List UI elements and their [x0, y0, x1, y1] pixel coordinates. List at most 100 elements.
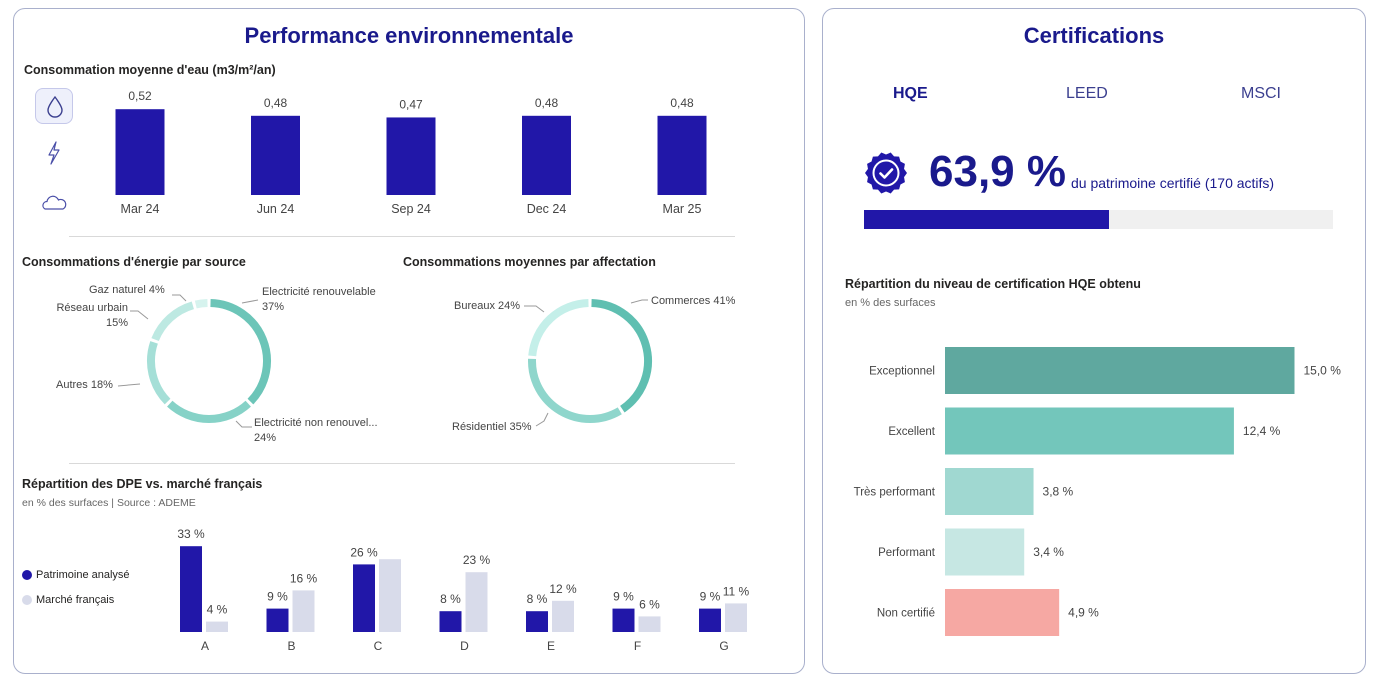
dpe-category-label: A	[201, 639, 209, 653]
affectation-slice-résidentiel[interactable]	[528, 358, 622, 423]
energy-donut-chart	[147, 299, 271, 423]
water-value-label: 0,48	[670, 96, 694, 110]
legend-item-marche: Marché français	[22, 593, 130, 607]
water-bar-mar-24[interactable]	[115, 109, 165, 195]
water-category-label: Sep 24	[391, 202, 431, 216]
dpe-bar-f-patrimoine[interactable]	[612, 608, 635, 632]
hqe-value-label: 3,8 %	[1043, 485, 1074, 499]
dpe-chart-title: Répartition des DPE vs. marché français	[22, 477, 263, 491]
water-category-label: Dec 24	[527, 202, 567, 216]
dpe-bar-c-patrimoine[interactable]	[353, 564, 375, 632]
dpe-bar-g-marche[interactable]	[725, 603, 747, 632]
dpe-bar-a-patrimoine[interactable]	[180, 546, 202, 632]
hqe-category-label: Performant	[878, 547, 936, 559]
affectation-donut-chart	[528, 299, 652, 423]
legend-swatch-marche	[22, 595, 32, 605]
dpe-value-label: 4 %	[207, 603, 228, 617]
label-reseau: Réseau urbain 15%	[56, 302, 128, 329]
dpe-category-label: B	[287, 639, 295, 653]
water-value-label: 0,48	[535, 96, 559, 110]
affectation-slice-commerces[interactable]	[591, 299, 652, 413]
water-category-label: Mar 24	[121, 202, 160, 216]
water-bar-chart: 0,52 Mar 24 0,48 Jun 24 0,47 Sep 24 0,48 Dec 24…	[115, 89, 707, 216]
hqe-bar-très-performant[interactable]	[945, 468, 1034, 515]
dpe-value-label: 12 %	[549, 582, 577, 596]
water-bar-mar-25[interactable]	[657, 115, 707, 195]
divider-2	[69, 463, 735, 464]
dpe-value-label: 23 %	[463, 553, 491, 567]
dpe-bar-d-patrimoine[interactable]	[439, 611, 462, 632]
dpe-value-label: 8 %	[440, 592, 461, 606]
certified-description: du patrimoine certifié (170 actifs)	[1071, 175, 1275, 191]
label-commerces: Commerces 41%	[651, 295, 736, 307]
water-value-label: 0,52	[128, 89, 152, 103]
dpe-bar-e-patrimoine[interactable]	[526, 611, 548, 632]
certified-value: 63,9 %	[929, 147, 1066, 196]
hqe-chart-title: Répartition du niveau de certification H…	[845, 277, 1141, 291]
water-bar-jun-24[interactable]	[251, 115, 300, 195]
divider-1	[69, 236, 735, 237]
certified-badge-icon	[865, 152, 907, 194]
dpe-bar-g-patrimoine[interactable]	[699, 608, 721, 632]
dpe-category-label: E	[547, 639, 555, 653]
dpe-bar-d-marche[interactable]	[465, 572, 488, 632]
dpe-value-label: 9 %	[267, 590, 288, 604]
hqe-bar-exceptionnel[interactable]	[945, 347, 1295, 394]
affectation-chart-title: Consommations moyennes par affectation	[403, 255, 656, 269]
hqe-value-label: 15,0 %	[1304, 364, 1342, 378]
dpe-category-label: G	[719, 639, 728, 653]
water-bar-sep-24[interactable]	[386, 117, 436, 195]
energy-leader-lines	[117, 294, 259, 428]
dpe-bar-b-patrimoine[interactable]	[266, 608, 289, 632]
dpe-value-label: 9 %	[700, 590, 721, 604]
dpe-bar-e-marche[interactable]	[552, 600, 574, 632]
water-bar-dec-24[interactable]	[522, 115, 571, 195]
env-title: Performance environnementale	[244, 23, 574, 48]
hqe-value-label: 3,4 %	[1033, 545, 1064, 559]
tab-leed[interactable]: LEED	[1066, 85, 1108, 102]
carbon-toggle[interactable]	[35, 185, 73, 221]
energy-slice-electricité-non-renouvel[interactable]	[167, 400, 251, 423]
energy-toggle[interactable]	[35, 135, 73, 171]
dpe-value-label: 26 %	[350, 545, 378, 559]
affectation-slice-bureaux[interactable]	[528, 299, 589, 357]
energy-slice-autres[interactable]	[147, 341, 171, 405]
dpe-bar-f-marche[interactable]	[638, 616, 661, 632]
dpe-value-label: 9 %	[613, 590, 634, 604]
tab-hqe[interactable]: HQE	[893, 85, 928, 102]
hqe-category-label: Non certifié	[877, 608, 935, 620]
environmental-performance-card: Performance environnementale Consommatio…	[13, 8, 805, 674]
dpe-value-label: 6 %	[639, 597, 660, 611]
energy-chart-title: Consommations d'énergie par source	[22, 255, 246, 269]
water-chart-title: Consommation moyenne d'eau (m3/m²/an)	[24, 63, 276, 77]
hqe-bar-chart: Exceptionnel 15,0 % Excellent 12,4 % Très pe…	[854, 347, 1342, 636]
dpe-bar-a-marche[interactable]	[206, 621, 228, 632]
dpe-bar-chart: 33 %4 %A9 %16 %B26 %C8 %23 %D8 %12 %E9 %…	[177, 527, 749, 653]
dpe-category-label: F	[634, 639, 641, 653]
water-value-label: 0,47	[399, 97, 423, 111]
hqe-bar-performant[interactable]	[945, 528, 1025, 576]
dpe-chart-subtitle: en % des surfaces | Source : ADEME	[22, 497, 196, 509]
water-value-label: 0,48	[264, 96, 288, 110]
water-toggle[interactable]	[35, 88, 73, 124]
cloud-icon	[42, 195, 67, 210]
cert-title: Certifications	[1023, 23, 1165, 48]
hqe-bar-non-certifié[interactable]	[945, 589, 1060, 636]
hqe-bar-excellent[interactable]	[945, 407, 1234, 455]
label-elec-renew: Electricité renouvelable 37%	[262, 286, 376, 313]
energy-slice-electricité-renouvelable[interactable]	[210, 299, 271, 405]
label-elec-nonrenew: Electricité non renouvel... 24%	[254, 417, 378, 444]
dpe-bar-c-marche[interactable]	[379, 559, 401, 632]
energy-slice-réseau-urbain[interactable]	[151, 301, 195, 342]
dpe-category-label: D	[460, 639, 469, 653]
label-bureaux: Bureaux 24%	[454, 300, 521, 312]
label-gaz: Gaz naturel 4%	[89, 284, 165, 296]
energy-slice-gaz-naturel[interactable]	[194, 299, 208, 309]
dpe-bar-b-marche[interactable]	[292, 590, 315, 632]
certified-progress-track	[864, 210, 1333, 229]
tab-msci[interactable]: MSCI	[1241, 85, 1281, 102]
hqe-category-label: Excellent	[888, 426, 935, 438]
water-category-label: Jun 24	[257, 202, 295, 216]
certified-progress-fill	[864, 210, 1110, 229]
hqe-category-label: Très performant	[854, 487, 936, 499]
